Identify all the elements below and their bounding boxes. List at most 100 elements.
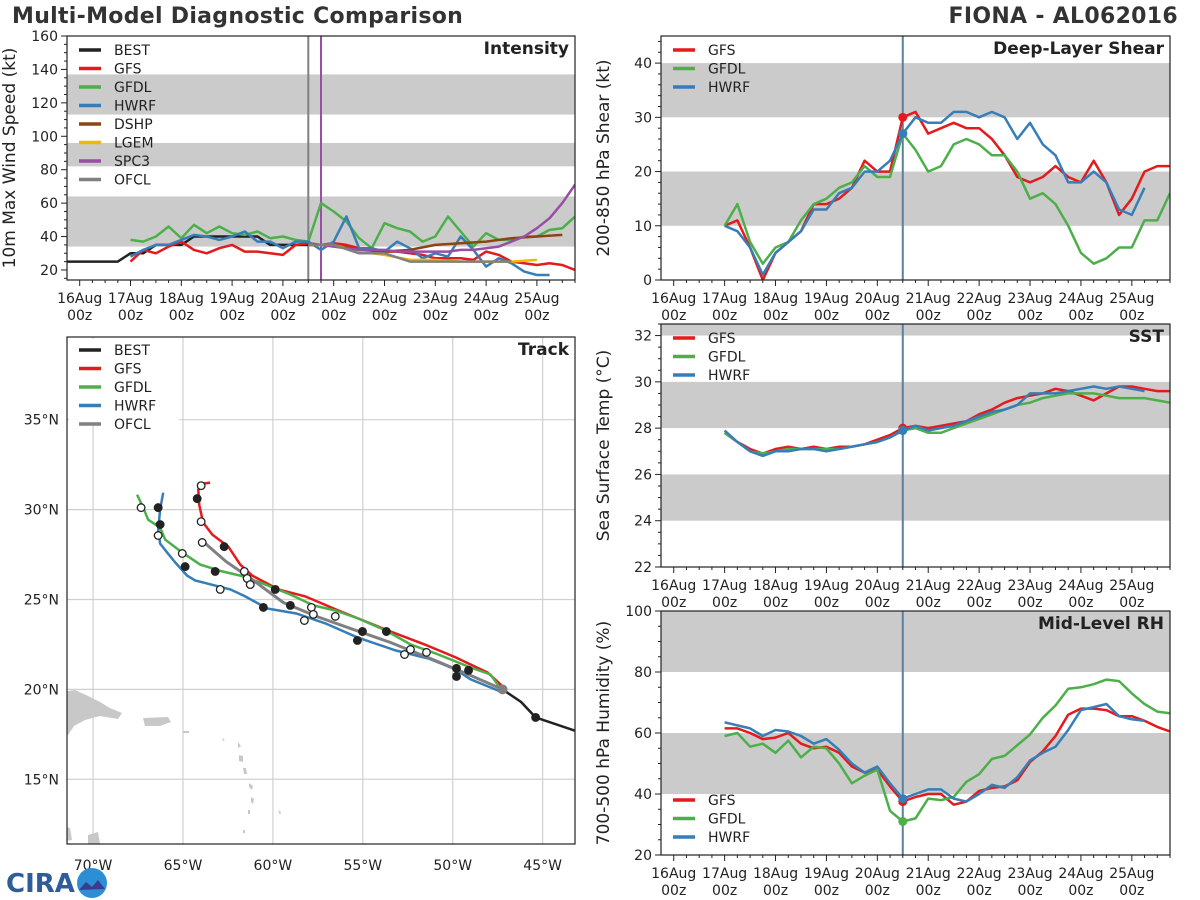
lon-tick-label: 55°W xyxy=(343,858,382,874)
track-marker-00z xyxy=(357,627,367,636)
x-tick-label-hour: 00z xyxy=(524,308,549,324)
x-tick-label-hour: 00z xyxy=(1068,308,1093,324)
series-line-hwrf xyxy=(724,110,1146,276)
y-tick-label: 20 xyxy=(634,165,652,181)
x-tick-label-hour: 00z xyxy=(321,308,346,324)
legend-label-best: BEST xyxy=(114,343,150,359)
x-tick-label-hour: 00z xyxy=(712,308,737,324)
track-marker-12z xyxy=(422,647,431,657)
track-marker-00z xyxy=(155,520,165,529)
x-tick-label-day: 23Aug xyxy=(1007,291,1052,307)
shaded-band xyxy=(661,474,1170,521)
x-tick-label-hour: 00z xyxy=(916,595,941,611)
legend-label-hwrf: HWRF xyxy=(708,80,750,96)
x-tick-label-day: 16Aug xyxy=(651,578,696,594)
y-tick-label: 20 xyxy=(40,263,58,279)
track-marker-12z xyxy=(153,531,163,540)
x-tick-label-day: 21Aug xyxy=(906,578,951,594)
cira-emblem-icon xyxy=(77,868,107,898)
x-tick-label-day: 20Aug xyxy=(855,291,900,307)
x-tick-label-hour: 00z xyxy=(916,883,941,899)
y-tick-label: 100 xyxy=(625,604,652,620)
track-marker-12z xyxy=(245,580,255,590)
legend-label-ofcl: OFCL xyxy=(114,173,151,189)
legend-label-gfs: GFS xyxy=(114,62,142,78)
x-tick-label-day: 21Aug xyxy=(906,866,951,882)
land-masses xyxy=(67,690,281,844)
legend-label-hwrf: HWRF xyxy=(114,399,156,415)
x-tick-label-hour: 00z xyxy=(712,883,737,899)
x-tick-label-day: 25Aug xyxy=(514,291,559,307)
legend-label-best: BEST xyxy=(114,43,150,59)
x-tick-label-hour: 00z xyxy=(712,595,737,611)
x-tick-label-hour: 00z xyxy=(1017,595,1042,611)
x-tick-label-hour: 00z xyxy=(865,883,890,899)
x-tick-label-hour: 00z xyxy=(814,308,839,324)
panel-mid-level-rh: 2040608010016Aug00z17Aug00z18Aug00z19Aug… xyxy=(594,604,1171,899)
x-tick-label-day: 23Aug xyxy=(1007,866,1052,882)
panel-title: Deep-Layer Shear xyxy=(993,39,1164,59)
track-marker-12z xyxy=(330,611,340,621)
init-point-gfdl xyxy=(898,816,908,826)
lon-tick-label: 45°W xyxy=(523,858,562,874)
track-marker-12z xyxy=(196,481,206,491)
x-tick-label-day: 22Aug xyxy=(957,291,1002,307)
panel-title: Mid-Level RH xyxy=(1038,614,1164,634)
legend-label-gfdl: GFDL xyxy=(708,812,746,828)
panel-deep-layer-shear: 01020304016Aug00z17Aug00z18Aug00z19Aug00… xyxy=(594,35,1171,324)
track-marker-00z xyxy=(180,562,190,572)
x-tick-label-day: 19Aug xyxy=(804,578,849,594)
x-tick-label-day: 16Aug xyxy=(651,866,696,882)
cira-logo: CIRA xyxy=(6,868,107,899)
x-tick-label-day: 18Aug xyxy=(753,578,798,594)
lat-tick-label: 35°N xyxy=(24,413,59,429)
panel-title: SST xyxy=(1129,327,1165,347)
x-tick-label-day: 17Aug xyxy=(702,578,747,594)
init-point-hwrf xyxy=(898,425,908,435)
track-marker-12z xyxy=(406,645,415,654)
panel-title: Intensity xyxy=(484,39,569,59)
x-tick-label-hour: 00z xyxy=(220,308,245,324)
x-tick-label-day: 18Aug xyxy=(753,866,798,882)
x-tick-label-day: 19Aug xyxy=(210,291,255,307)
x-tick-label-hour: 00z xyxy=(270,308,295,324)
x-tick-label-hour: 00z xyxy=(1068,595,1093,611)
y-axis-label: 10m Max Wind Speed (kt) xyxy=(0,48,20,269)
series-line-hwrf xyxy=(723,385,1145,458)
x-tick-label-day: 17Aug xyxy=(702,866,747,882)
legend-label-ofcl: OFCL xyxy=(114,417,151,433)
y-tick-label: 140 xyxy=(31,62,58,78)
series-line-gfdl xyxy=(724,678,1170,823)
lat-tick-label: 30°N xyxy=(24,503,59,519)
x-tick-label-hour: 00z xyxy=(661,308,686,324)
panel-intensity: 2040608010012014016016Aug00z17Aug00z18Au… xyxy=(0,29,576,324)
legend-box xyxy=(69,339,179,425)
series-line-ofcl xyxy=(308,243,512,263)
track-marker-12z xyxy=(215,584,225,594)
y-tick-label: 10 xyxy=(634,219,652,235)
y-tick-label: 40 xyxy=(634,787,652,803)
x-tick-label-day: 21Aug xyxy=(906,291,951,307)
series-line-spc3 xyxy=(308,183,575,253)
shaded-band xyxy=(661,611,1170,672)
y-axis-label: 700-500 hPa Humidity (%) xyxy=(594,621,614,845)
x-tick-label-hour: 00z xyxy=(763,883,788,899)
track-marker-12z xyxy=(308,609,318,619)
x-tick-label-day: 24Aug xyxy=(1058,291,1103,307)
y-tick-label: 30 xyxy=(634,375,652,391)
panel-track: 70°W 65°W 60°W 55°W 50°W 45°W 15°N 20°N 25°N 30°N… xyxy=(24,336,576,874)
x-tick-label-day: 16Aug xyxy=(57,291,102,307)
x-tick-label-hour: 00z xyxy=(474,308,499,324)
legend-label-hwrf: HWRF xyxy=(708,368,750,384)
track-marker-00z xyxy=(352,636,362,645)
x-tick-label-hour: 00z xyxy=(1068,883,1093,899)
lat-tick-label: 15°N xyxy=(24,772,59,788)
track-marker-00z xyxy=(285,600,295,610)
x-tick-label-hour: 00z xyxy=(967,883,992,899)
series-line-gfs xyxy=(129,240,575,272)
figure-title: Multi-Model Diagnostic Comparison xyxy=(12,4,464,29)
y-tick-label: 26 xyxy=(634,467,652,483)
y-tick-label: 160 xyxy=(31,29,58,45)
legend-label-hwrf: HWRF xyxy=(114,99,156,115)
x-tick-label-day: 18Aug xyxy=(753,291,798,307)
